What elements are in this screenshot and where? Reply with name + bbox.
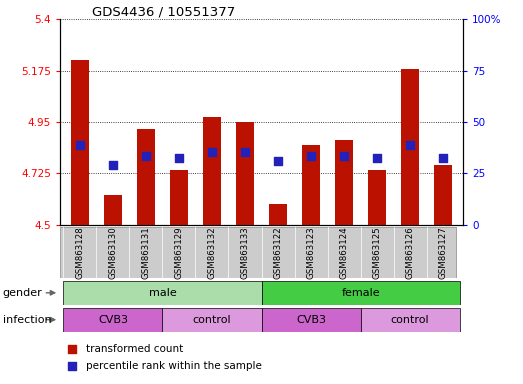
Bar — [335, 140, 353, 225]
Bar — [163, 308, 262, 332]
Bar — [137, 129, 155, 225]
Point — [274, 158, 282, 164]
Text: GSM863123: GSM863123 — [306, 226, 315, 279]
Bar — [170, 170, 188, 225]
Text: GDS4436 / 10551377: GDS4436 / 10551377 — [93, 5, 236, 18]
Point — [406, 142, 414, 148]
Text: GSM863122: GSM863122 — [274, 226, 282, 279]
Text: CVB3: CVB3 — [296, 314, 326, 325]
Bar — [434, 165, 452, 225]
Bar — [360, 308, 460, 332]
Point — [68, 346, 76, 352]
Point — [439, 156, 447, 162]
Text: gender: gender — [3, 288, 42, 298]
Point — [68, 362, 76, 369]
Bar — [63, 281, 262, 305]
Bar — [236, 122, 254, 225]
Point — [76, 142, 84, 148]
Point — [241, 149, 249, 155]
Point — [175, 156, 183, 162]
Point — [208, 149, 216, 155]
Bar — [63, 308, 163, 332]
Text: GSM863133: GSM863133 — [241, 226, 249, 279]
Text: female: female — [341, 288, 380, 298]
Bar — [302, 145, 320, 225]
Point — [109, 162, 117, 168]
Bar — [203, 118, 221, 225]
Bar — [262, 281, 460, 305]
Bar — [269, 204, 287, 225]
Point — [307, 153, 315, 159]
Text: GSM863126: GSM863126 — [405, 226, 415, 279]
Text: GSM863125: GSM863125 — [372, 226, 382, 279]
Bar — [104, 195, 122, 225]
Text: percentile rank within the sample: percentile rank within the sample — [86, 361, 262, 371]
Text: GSM863127: GSM863127 — [439, 226, 448, 279]
Text: GSM863128: GSM863128 — [75, 226, 84, 279]
Bar — [368, 170, 386, 225]
Text: GSM863129: GSM863129 — [175, 226, 184, 279]
Bar — [71, 60, 89, 225]
Text: control: control — [192, 314, 231, 325]
Bar — [262, 308, 360, 332]
Point — [142, 153, 150, 159]
Point — [340, 153, 348, 159]
Text: GSM863124: GSM863124 — [339, 226, 348, 279]
Text: control: control — [391, 314, 429, 325]
Text: CVB3: CVB3 — [98, 314, 128, 325]
Text: infection: infection — [3, 314, 51, 325]
Text: GSM863130: GSM863130 — [108, 226, 118, 279]
Text: GSM863132: GSM863132 — [208, 226, 217, 279]
Text: male: male — [149, 288, 176, 298]
Text: GSM863131: GSM863131 — [141, 226, 151, 279]
Bar — [401, 70, 419, 225]
Point — [373, 156, 381, 162]
Text: transformed count: transformed count — [86, 344, 184, 354]
